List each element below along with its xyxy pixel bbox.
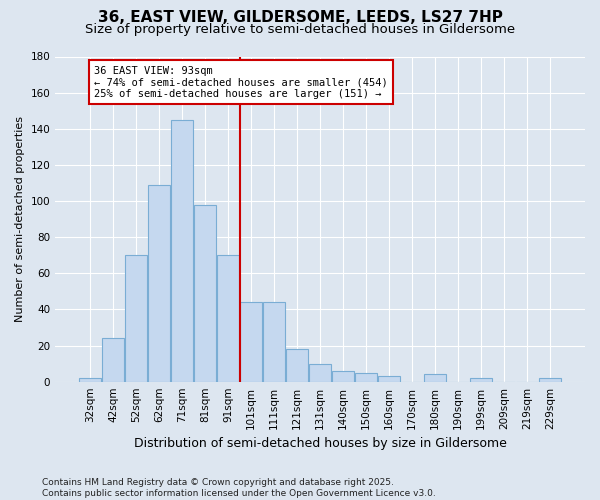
Bar: [470, 378, 492, 382]
X-axis label: Distribution of semi-detached houses by size in Gildersome: Distribution of semi-detached houses by …: [134, 437, 506, 450]
Text: Contains HM Land Registry data © Crown copyright and database right 2025.
Contai: Contains HM Land Registry data © Crown c…: [42, 478, 436, 498]
Bar: [240, 302, 262, 382]
Bar: [102, 338, 124, 382]
Bar: [171, 120, 193, 382]
Bar: [79, 378, 101, 382]
Text: Size of property relative to semi-detached houses in Gildersome: Size of property relative to semi-detach…: [85, 22, 515, 36]
Bar: [332, 371, 354, 382]
Bar: [378, 376, 400, 382]
Y-axis label: Number of semi-detached properties: Number of semi-detached properties: [15, 116, 25, 322]
Bar: [125, 255, 147, 382]
Bar: [355, 372, 377, 382]
Bar: [148, 185, 170, 382]
Bar: [424, 374, 446, 382]
Bar: [286, 349, 308, 382]
Bar: [539, 378, 561, 382]
Bar: [217, 255, 239, 382]
Text: 36, EAST VIEW, GILDERSOME, LEEDS, LS27 7HP: 36, EAST VIEW, GILDERSOME, LEEDS, LS27 7…: [98, 10, 502, 25]
Bar: [309, 364, 331, 382]
Text: 36 EAST VIEW: 93sqm
← 74% of semi-detached houses are smaller (454)
25% of semi-: 36 EAST VIEW: 93sqm ← 74% of semi-detach…: [94, 66, 388, 98]
Bar: [263, 302, 285, 382]
Bar: [194, 204, 216, 382]
